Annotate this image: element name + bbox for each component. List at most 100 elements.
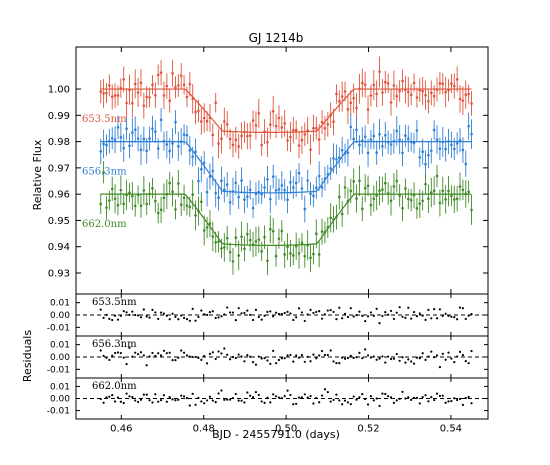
residual-point bbox=[450, 399, 453, 403]
data-point bbox=[142, 104, 146, 107]
data-point bbox=[131, 131, 134, 134]
residual-point bbox=[418, 312, 421, 315]
data-point bbox=[383, 133, 387, 137]
data-point bbox=[444, 90, 447, 94]
data-point bbox=[323, 126, 327, 130]
residual-point bbox=[174, 315, 177, 318]
residual-point bbox=[415, 315, 419, 318]
data-point bbox=[395, 179, 399, 183]
data-point bbox=[381, 91, 384, 94]
data-point bbox=[113, 94, 117, 97]
residual-point bbox=[315, 310, 318, 314]
data-point bbox=[234, 181, 238, 185]
residual-point bbox=[162, 394, 166, 397]
data-point bbox=[214, 191, 217, 195]
data-point bbox=[205, 190, 209, 194]
data-point bbox=[461, 148, 465, 152]
residual-point bbox=[352, 315, 355, 318]
data-point bbox=[168, 99, 172, 103]
residual-point bbox=[217, 350, 220, 353]
data-point bbox=[128, 191, 131, 195]
data-point bbox=[421, 150, 424, 154]
residual-point bbox=[159, 398, 163, 402]
data-point bbox=[294, 244, 298, 248]
data-point bbox=[398, 89, 401, 93]
residual-point bbox=[395, 352, 398, 356]
residual-point bbox=[145, 315, 148, 318]
residual-point bbox=[136, 314, 140, 317]
residual-point bbox=[134, 313, 137, 317]
data-point bbox=[309, 148, 312, 151]
residual-point bbox=[220, 389, 223, 392]
residual-point bbox=[260, 318, 263, 321]
data-point bbox=[102, 92, 105, 95]
data-point bbox=[260, 143, 263, 147]
residual-point bbox=[136, 400, 140, 404]
data-point bbox=[254, 240, 258, 243]
residual-point bbox=[404, 361, 407, 364]
data-point bbox=[412, 81, 416, 85]
residual-point bbox=[338, 399, 341, 402]
data-point bbox=[246, 134, 249, 138]
data-point bbox=[102, 142, 105, 146]
residual-point bbox=[191, 307, 194, 311]
data-point bbox=[424, 162, 427, 166]
residual-point bbox=[306, 396, 309, 399]
data-point bbox=[335, 158, 338, 161]
residual-point bbox=[180, 314, 183, 317]
data-point bbox=[136, 137, 140, 140]
residual-point bbox=[228, 398, 232, 401]
residual-point bbox=[234, 319, 237, 322]
residual-point bbox=[412, 396, 416, 399]
x-tick-label: 0.50 bbox=[275, 423, 297, 434]
residual-point bbox=[131, 310, 134, 313]
residual-point bbox=[456, 398, 459, 402]
data-point bbox=[366, 184, 370, 188]
residual-point bbox=[424, 358, 427, 361]
data-point bbox=[168, 181, 172, 185]
data-point bbox=[317, 253, 321, 256]
residual-point bbox=[433, 355, 436, 359]
data-point bbox=[240, 179, 243, 182]
data-point bbox=[303, 132, 307, 136]
residual-point bbox=[398, 359, 401, 362]
residual-point bbox=[447, 314, 450, 317]
data-point bbox=[306, 179, 309, 182]
residual-point bbox=[182, 395, 186, 398]
data-point bbox=[315, 186, 318, 190]
data-point bbox=[217, 240, 220, 244]
residual-point bbox=[200, 358, 203, 361]
data-point bbox=[432, 189, 436, 193]
residual-point bbox=[113, 351, 117, 355]
residual-point bbox=[326, 391, 329, 394]
data-point bbox=[197, 109, 200, 113]
residual-label: 662.0nm bbox=[92, 381, 137, 392]
residual-point bbox=[309, 394, 312, 398]
residual-point bbox=[119, 351, 122, 355]
residual-point bbox=[257, 355, 260, 358]
residual-point bbox=[461, 307, 464, 310]
residual-point bbox=[375, 397, 378, 400]
data-point bbox=[309, 256, 312, 260]
residual-point bbox=[346, 315, 350, 319]
residual-point bbox=[372, 314, 375, 317]
residual-point bbox=[295, 316, 298, 319]
data-point bbox=[375, 92, 378, 96]
residual-point bbox=[435, 392, 439, 395]
residual-point bbox=[231, 355, 235, 359]
data-point bbox=[182, 83, 186, 87]
residual-point bbox=[125, 311, 128, 314]
data-point bbox=[194, 150, 197, 154]
data-point bbox=[375, 151, 378, 154]
data-point bbox=[179, 203, 183, 207]
residual-point bbox=[111, 318, 114, 322]
y-tick-label: 0.94 bbox=[48, 242, 70, 253]
data-point bbox=[133, 82, 137, 86]
residual-point bbox=[378, 404, 381, 408]
residual-point bbox=[335, 393, 338, 396]
data-point bbox=[412, 141, 416, 145]
data-point bbox=[243, 247, 246, 251]
data-point bbox=[292, 186, 295, 189]
residual-point bbox=[148, 399, 151, 402]
residual-point bbox=[323, 353, 327, 357]
